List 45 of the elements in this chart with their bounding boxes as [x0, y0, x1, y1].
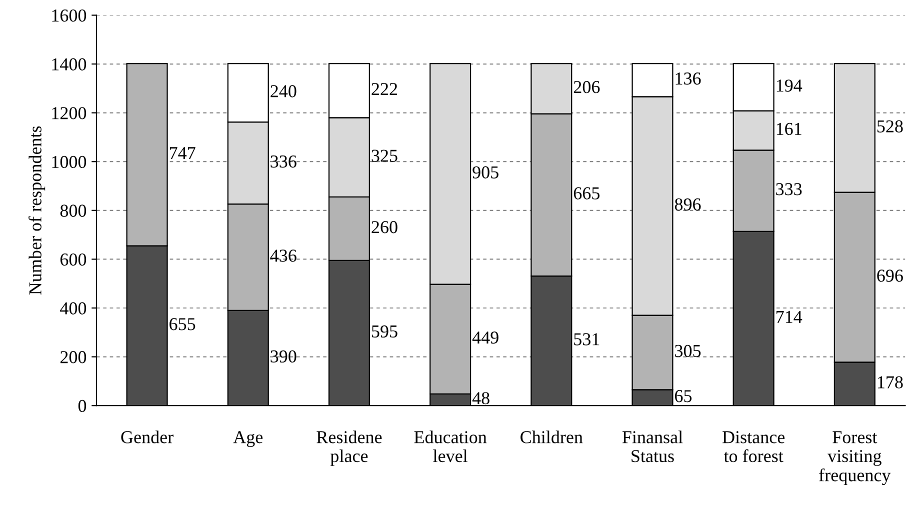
data-label: 665: [574, 187, 600, 200]
x-tick-label: Education level: [414, 430, 487, 462]
data-label: 528: [877, 120, 903, 132]
x-tick-label: Gender: [121, 430, 174, 444]
data-label: 336: [270, 155, 296, 168]
data-label: 206: [574, 80, 600, 94]
data-label: 655: [170, 318, 196, 330]
data-label: 436: [270, 250, 296, 262]
y-tick-label: 600: [60, 253, 86, 266]
data-label: 595: [372, 325, 398, 338]
y-tick-label: 800: [60, 204, 86, 217]
data-label: 260: [372, 221, 398, 234]
y-axis-title: Number of respondents: [28, 126, 46, 295]
data-label: 240: [270, 85, 296, 98]
x-tick-label: Residene place: [316, 430, 382, 466]
data-label: 696: [877, 270, 903, 282]
data-label: 896: [674, 198, 701, 211]
data-label: 333: [776, 183, 802, 196]
data-label: 161: [776, 122, 802, 136]
data-label: 449: [472, 331, 498, 344]
data-label: 194: [776, 80, 802, 92]
data-label: 325: [372, 150, 398, 162]
x-tick-label: Children: [520, 430, 583, 444]
data-label: 531: [574, 333, 600, 346]
data-label: 222: [372, 82, 398, 95]
x-tick-label: Distance to forest: [722, 431, 785, 462]
y-tick-label: 400: [60, 302, 86, 314]
y-tick-label: 1200: [52, 107, 86, 120]
data-label: 747: [170, 147, 196, 159]
x-tick-label: Forest visiting frequency: [819, 431, 891, 486]
y-tick-label: 1400: [52, 58, 86, 70]
y-tick-label: 1000: [52, 156, 86, 168]
y-tick-label: 1600: [52, 9, 86, 22]
y-tick-label: 0: [78, 400, 86, 412]
data-label: 714: [776, 310, 802, 323]
x-tick-label: Age: [233, 431, 263, 447]
data-label: 390: [270, 350, 296, 363]
data-label: 65: [675, 390, 692, 402]
x-tick-label: Finansal Status: [622, 430, 683, 462]
data-label: 905: [472, 166, 498, 178]
data-label: 136: [676, 72, 701, 85]
data-label: 48: [472, 392, 490, 404]
data-label: 305: [675, 344, 701, 358]
data-label: 178: [878, 376, 903, 388]
y-tick-label: 200: [60, 351, 86, 364]
